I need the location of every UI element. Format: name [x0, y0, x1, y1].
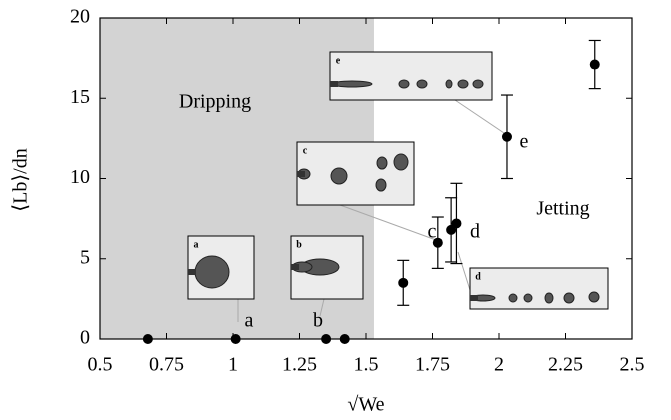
droplet	[508, 293, 518, 303]
data-point	[451, 218, 462, 229]
inset-label: d	[475, 271, 481, 282]
droplet	[563, 292, 575, 304]
droplet	[523, 293, 533, 303]
droplet	[445, 79, 453, 89]
y-tick-label: 15	[70, 86, 90, 108]
data-point	[339, 334, 350, 344]
droplet	[398, 79, 410, 89]
y-axis-title: ⟨Lb⟩/dn	[10, 148, 32, 211]
y-tick-label: 5	[80, 246, 90, 268]
x-tick-label: 1	[228, 354, 238, 376]
inset-label: b	[296, 239, 302, 250]
droplet	[330, 167, 348, 185]
droplet	[588, 291, 600, 303]
point-label: e	[520, 131, 529, 153]
droplet	[194, 255, 230, 289]
data-point	[321, 334, 332, 344]
x-tick-label: 2	[494, 354, 504, 376]
y-tick-label: 10	[70, 166, 90, 188]
point-label: a	[245, 310, 254, 332]
droplet	[457, 79, 469, 89]
point-label: b	[313, 310, 323, 332]
data-point	[501, 131, 512, 142]
y-tick-label: 20	[70, 6, 90, 28]
x-tick-label: 1.25	[282, 354, 317, 376]
x-tick-label: 0.5	[88, 354, 113, 376]
connector	[457, 251, 471, 291]
connector	[454, 99, 505, 134]
region-label: Dripping	[179, 91, 251, 113]
inset-label: c	[303, 145, 308, 156]
data-point	[142, 334, 153, 344]
connector	[339, 204, 437, 241]
x-axis-title: √We	[347, 394, 384, 416]
droplet	[544, 292, 554, 304]
inset-photo	[296, 141, 415, 206]
y-tick-label: 0	[80, 327, 90, 349]
connector	[319, 298, 325, 317]
data-point	[398, 277, 409, 288]
inset-label: e	[336, 55, 341, 66]
data-point	[230, 334, 241, 344]
inset-label: a	[194, 239, 199, 250]
region-label: Jetting	[536, 198, 589, 220]
x-tick-label: 1.5	[354, 354, 379, 376]
point-label: d	[470, 221, 480, 243]
droplet	[393, 153, 409, 171]
x-tick-label: 2.5	[620, 354, 645, 376]
x-tick-label: 2.25	[548, 354, 583, 376]
x-tick-label: 0.75	[149, 354, 184, 376]
droplet	[472, 79, 484, 89]
inset-photo	[329, 51, 493, 101]
droplet	[376, 156, 388, 170]
data-point	[432, 237, 443, 248]
point-label: c	[428, 221, 437, 243]
data-point	[589, 59, 600, 70]
droplet	[375, 178, 387, 192]
x-tick-label: 1.75	[415, 354, 450, 376]
inset-photo	[469, 267, 609, 310]
droplet	[416, 79, 428, 89]
